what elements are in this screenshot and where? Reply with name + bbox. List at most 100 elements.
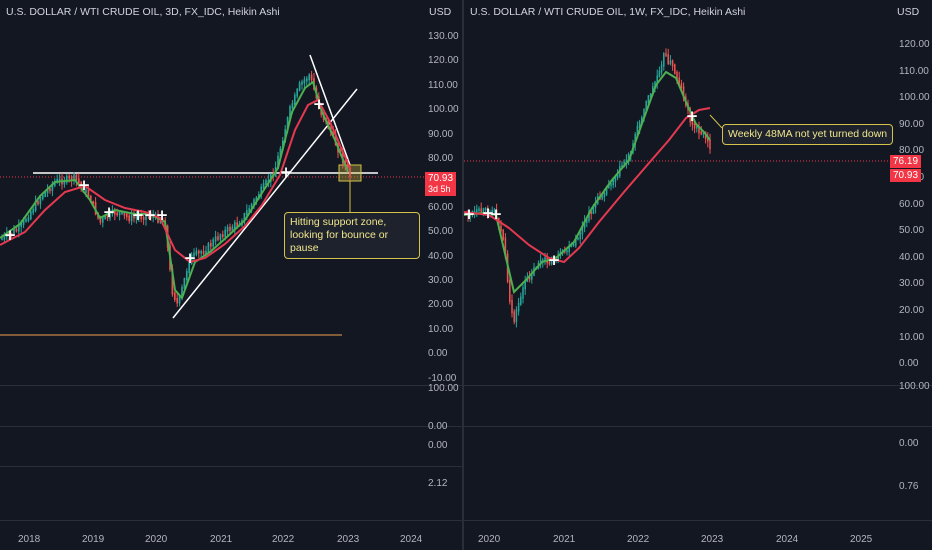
axis-tick: 60.00 [899, 198, 925, 210]
axis-tick: 20.00 [899, 305, 925, 316]
pane-separator [464, 520, 932, 521]
candle [482, 208, 485, 214]
candle [643, 108, 645, 119]
year-tick: 2022 [272, 534, 295, 545]
candle [528, 276, 531, 280]
candle [193, 252, 195, 257]
candle [145, 214, 147, 220]
candle [39, 197, 42, 205]
candle [531, 273, 533, 280]
candle [87, 189, 90, 198]
candle [616, 174, 619, 178]
candle [70, 176, 73, 182]
candle [586, 219, 588, 223]
candle [544, 257, 546, 262]
candle [293, 94, 296, 106]
candle [570, 244, 573, 248]
candle [99, 216, 102, 223]
candle [621, 164, 623, 168]
candle [123, 211, 126, 216]
fast-ma-line [0, 80, 349, 300]
left-chart-panel[interactable]: + + + + + + + + + U.S. DOLLAR / WTI CRUDE OIL, 3… [0, 0, 462, 550]
right-chart-canvas[interactable]: + ++++ [464, 0, 932, 550]
axis-tick: 100.00 [899, 381, 930, 392]
candle [226, 226, 229, 232]
candle [575, 237, 577, 246]
candle [82, 185, 85, 193]
signal-marker: + [548, 251, 561, 269]
candle [3, 234, 6, 240]
candle [700, 131, 702, 135]
candle [178, 295, 181, 304]
axis-tick: 0.00 [428, 440, 448, 451]
candle [583, 220, 586, 229]
candle [702, 131, 705, 135]
candle [63, 180, 66, 185]
signal-marker: + [313, 95, 326, 113]
year-tick: 2024 [776, 534, 799, 545]
axis-tick: 110.00 [899, 65, 929, 77]
candle [707, 137, 709, 142]
callout-connector [709, 114, 723, 129]
axis-tick: 0.76 [899, 481, 919, 492]
candle [346, 163, 349, 170]
candle [524, 280, 526, 290]
candle [8, 232, 11, 235]
year-tick: 2022 [627, 534, 650, 545]
year-tick: 2025 [850, 534, 873, 545]
candle [133, 214, 135, 219]
candle [504, 237, 507, 256]
candle [658, 70, 661, 78]
axis-tick: 40.00 [899, 251, 925, 263]
left-chart-canvas[interactable]: +++ + + ++++ [0, 0, 462, 550]
right-chart-panel[interactable]: + + + + + U.S. DOLLAR / WTI CRUDE OIL, 1W, F… [464, 0, 932, 550]
candle [25, 219, 27, 222]
candle [202, 250, 205, 255]
candle [581, 226, 584, 235]
candle [480, 208, 482, 214]
axis-tick: -10.00 [428, 372, 457, 384]
candle [231, 226, 234, 231]
axis-tick: 2.12 [428, 478, 448, 489]
last-price-tag: 70.93 [890, 169, 922, 182]
support-callout[interactable]: Hitting support zone, looking for bounce… [284, 212, 420, 259]
fast-ma-line [464, 70, 711, 294]
candle [181, 286, 183, 298]
candle [135, 215, 138, 219]
candle [645, 101, 647, 111]
candle [603, 192, 606, 198]
candle [349, 167, 351, 177]
candle [641, 116, 643, 124]
candle [277, 155, 279, 170]
candle [513, 311, 515, 323]
axis-tick: 120.00 [899, 39, 930, 50]
candle [243, 213, 246, 223]
candle [665, 53, 667, 57]
candle [303, 79, 306, 84]
candle [113, 209, 116, 215]
candle [669, 60, 672, 65]
candle [601, 195, 603, 200]
axis-tick: 80.00 [899, 145, 925, 157]
candle [17, 225, 20, 232]
panel-divider[interactable] [462, 0, 464, 550]
candle [185, 270, 188, 280]
signal-marker: + [103, 203, 116, 221]
candle [636, 126, 639, 137]
candle [517, 302, 520, 312]
candle [638, 121, 641, 129]
candle [566, 250, 568, 253]
candle [58, 178, 61, 181]
candle [176, 297, 179, 304]
axis-tick: 0.00 [899, 438, 919, 449]
candle [130, 214, 133, 222]
candle [80, 181, 83, 188]
signal-markers: + ++++ [464, 107, 698, 269]
candle [125, 213, 128, 218]
ma-callout[interactable]: Weekly 48MA not yet turned down [722, 124, 894, 145]
candle [32, 208, 35, 214]
candle [171, 267, 174, 295]
candle [219, 234, 222, 240]
candle [473, 210, 476, 213]
axis-tick: 100.00 [899, 92, 930, 104]
